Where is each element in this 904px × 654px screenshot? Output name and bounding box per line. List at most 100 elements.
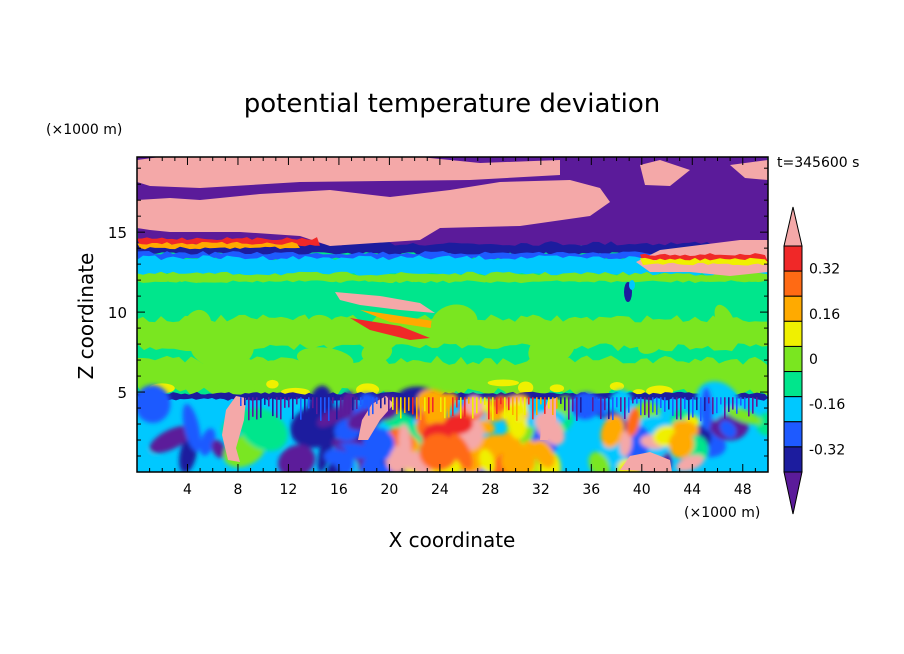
colorbar-box	[783, 320, 803, 347]
fringe-streak	[276, 397, 278, 418]
fringe-streak	[672, 397, 674, 416]
contour-patch	[430, 304, 478, 343]
fringe-streak	[256, 397, 258, 420]
fringe-streak	[660, 397, 662, 408]
fringe-streak	[664, 397, 666, 412]
fringe-streak	[432, 397, 434, 413]
eddy	[501, 443, 536, 472]
contour-patch	[260, 360, 289, 385]
fringe-streak	[624, 397, 626, 419]
fringe-streak	[744, 397, 746, 409]
fringe-streak	[468, 397, 470, 404]
fringe-streak	[332, 397, 334, 404]
contour-patch	[296, 347, 354, 372]
colorbar-label: 0	[809, 352, 818, 368]
fringe-streak	[404, 397, 406, 414]
fringe-streak	[360, 397, 362, 405]
fringe-streak	[748, 397, 750, 417]
fringe-streak	[264, 397, 266, 405]
fringe-streak	[728, 397, 730, 412]
colorbar-box	[783, 446, 803, 473]
x-tick-label: 32	[532, 482, 550, 498]
fringe-streak	[640, 397, 642, 416]
fringe-streak	[356, 397, 358, 410]
colorbar-box	[783, 295, 803, 322]
eddy	[443, 414, 473, 435]
fringe-streak	[284, 397, 286, 408]
fringe-streak	[556, 397, 558, 409]
fringe-streak	[492, 397, 494, 421]
fringe-streak	[540, 397, 542, 405]
fringe-streak	[604, 397, 606, 411]
eddy	[672, 420, 699, 437]
y-unit-label: (×1000 m)	[46, 122, 122, 138]
colorbar: 0.32 0.16 0 -0.16 -0.32	[783, 206, 845, 515]
fringe-streak	[456, 397, 458, 408]
chart-title: potential temperature deviation	[244, 89, 660, 119]
contour-patch	[640, 257, 768, 266]
fringe-streak	[716, 397, 718, 414]
x-tick-label: 44	[683, 482, 701, 498]
fringe-streak	[740, 397, 742, 406]
fringe-streak	[536, 397, 538, 416]
eddy	[419, 433, 458, 471]
fringe-streak	[312, 397, 314, 409]
fringe-streak	[520, 397, 522, 413]
fringe-streak	[724, 397, 726, 419]
x-tick-label: 20	[380, 482, 398, 498]
fringe-streak	[440, 397, 442, 412]
contour-patch	[305, 314, 337, 345]
y-tick-label: 5	[117, 384, 127, 402]
contour-patch	[730, 160, 768, 180]
eddy	[182, 403, 201, 452]
fringe-streak	[632, 397, 634, 404]
contour-patch	[629, 280, 635, 290]
fringe-streak	[296, 397, 298, 405]
contour-patch	[137, 280, 768, 293]
contour-patch	[549, 384, 565, 393]
fringe-streak	[484, 397, 486, 405]
contour-patch	[350, 318, 430, 340]
fringe-streak	[388, 397, 390, 414]
fringe-streak	[336, 397, 338, 420]
fringe-streak	[564, 397, 566, 411]
contour-patch	[335, 292, 435, 313]
contour-patch	[358, 396, 394, 440]
fringe-streak	[272, 397, 274, 417]
fringe-streak	[636, 397, 638, 404]
fringe-streak	[304, 397, 306, 421]
fringe-streak	[560, 397, 562, 404]
eddy	[385, 449, 406, 472]
fringe-streak	[500, 397, 502, 405]
contour-patch	[714, 304, 737, 340]
contour-patch	[183, 309, 212, 347]
fringe-streak	[372, 397, 374, 415]
eddy	[317, 420, 336, 472]
colorbar-label: 0.16	[809, 307, 840, 323]
fringe-streak	[692, 397, 694, 418]
x-tick-label: 48	[734, 482, 752, 498]
fringe-streak	[420, 397, 422, 421]
eddy	[619, 430, 633, 457]
fringe-streak	[612, 397, 614, 421]
contour-patch	[620, 452, 672, 472]
fringe-streak	[720, 397, 722, 405]
fringe-streak	[504, 397, 506, 419]
fringe-streak	[464, 397, 466, 418]
fringe-streak	[608, 397, 610, 420]
eddy	[475, 434, 512, 453]
fringe-streak	[292, 397, 294, 420]
fringe-streak	[516, 397, 518, 421]
contour-field	[137, 157, 768, 472]
x-unit-label: (×1000 m)	[684, 505, 760, 521]
fringe-streak	[656, 397, 658, 415]
contour-patch	[137, 157, 560, 188]
fringe-streak	[544, 397, 546, 414]
x-tick-label: 36	[582, 482, 600, 498]
eddy	[278, 444, 316, 472]
fringe-streak	[308, 397, 310, 409]
colorbar-extend-min	[783, 471, 803, 515]
contour-patch	[528, 329, 576, 367]
fringe-streak	[596, 397, 598, 411]
